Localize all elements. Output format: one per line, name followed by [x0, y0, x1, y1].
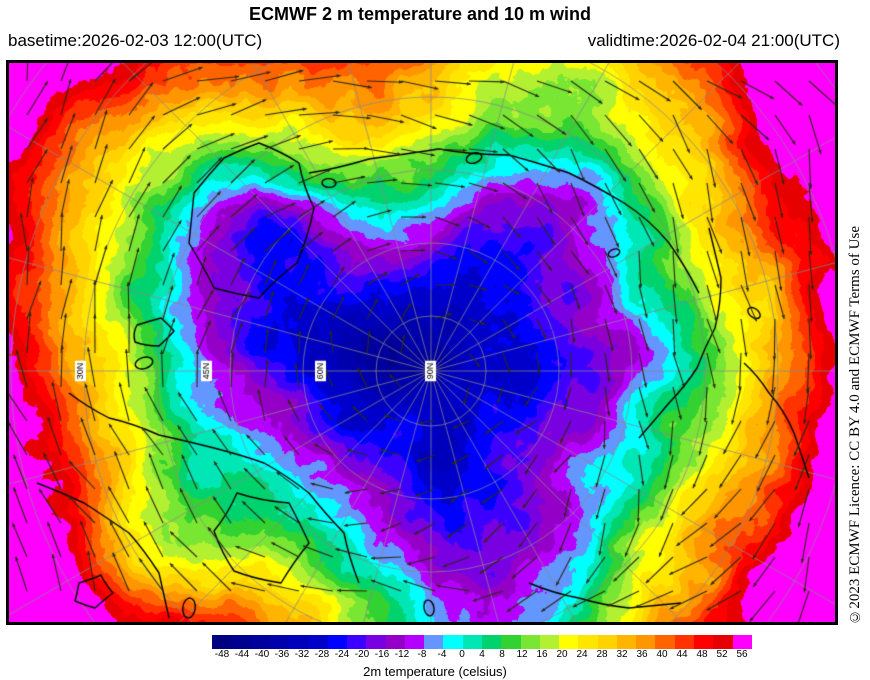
colorbar-swatch [404, 635, 425, 649]
colorbar-swatch [424, 635, 444, 649]
colorbar-swatch [732, 635, 752, 649]
colorbar-tick: -40 [254, 649, 270, 660]
colorbar-tick: -36 [274, 649, 290, 660]
colorbar-swatch [366, 635, 386, 649]
colorbar-tick: 20 [556, 649, 568, 660]
colorbar-swatch [385, 635, 405, 649]
page-title: ECMWF 2 m temperature and 10 m wind [248, 4, 592, 24]
colorbar-swatch [231, 635, 251, 649]
colorbar-swatch [250, 635, 270, 649]
colorbar-swatch [694, 635, 714, 649]
colorbar-tick: 52 [716, 649, 728, 660]
basetime-label: basetime:2026-02-03 12:00(UTC) [8, 31, 263, 50]
validtime-label: validtime:2026-02-04 21:00(UTC) [587, 31, 840, 50]
colorbar-tick: 4 [479, 649, 485, 660]
colorbar-tick: 0 [459, 649, 465, 660]
colorbar-tick: -24 [334, 649, 350, 660]
colorbar-tick: 28 [596, 649, 608, 660]
colorbar-tick: 24 [576, 649, 588, 660]
colorbar-tick: 48 [696, 649, 708, 660]
colorbar-swatch [520, 635, 540, 649]
colorbar-legend: -48 -44 -40 -36 -32 -28 -24 -20 -16 -12 -8 -4 0 4 8 12 1… [0, 630, 870, 680]
colorbar-swatch [674, 635, 695, 649]
colorbar-swatch [308, 635, 328, 649]
colorbar-tick: -44 [234, 649, 250, 660]
colorbar-tick: -28 [314, 649, 330, 660]
colorbar-strip [212, 635, 752, 649]
copyright-notice: ©2023 ECMWF Licence: CC BY 4.0 and ECMWF… [841, 60, 869, 625]
colorbar-tick: 32 [616, 649, 628, 660]
colorbar-tick: -8 [417, 649, 427, 660]
colorbar-tick: -12 [394, 649, 410, 660]
colorbar-tick: -4 [437, 649, 447, 660]
colorbar-swatch [559, 635, 579, 649]
colorbar-swatch [212, 635, 232, 649]
colorbar-tick: -20 [354, 649, 370, 660]
colorbar-tick: -48 [214, 649, 230, 660]
colorbar-tick: 8 [499, 649, 505, 660]
colorbar-tick: 16 [536, 649, 548, 660]
colorbar-swatch [655, 635, 675, 649]
colorbar-tick: 44 [676, 649, 688, 660]
colorbar-swatch [346, 635, 367, 649]
colorbar-tick: 36 [636, 649, 648, 660]
colorbar-swatch [713, 635, 733, 649]
time-info-row: basetime:2026-02-03 12:00(UTC) validtime… [8, 31, 840, 51]
colorbar-swatch [481, 635, 502, 649]
colorbar-tick: -32 [294, 649, 310, 660]
colorbar-swatch [539, 635, 560, 649]
copyright-text: ©2023 ECMWF Licence: CC BY 4.0 and ECMWF… [847, 226, 863, 625]
temperature-wind-map[interactable] [9, 63, 835, 622]
map-frame[interactable] [6, 60, 838, 625]
colorbar-swatch [327, 635, 347, 649]
colorbar-swatch [269, 635, 290, 649]
colorbar-tick: -16 [374, 649, 390, 660]
colorbar-tick-labels: -48 -44 -40 -36 -32 -28 -24 -20 -16 -12 -8 -4 0 4 8 12 1… [212, 649, 752, 663]
colorbar-swatch [501, 635, 521, 649]
colorbar-swatch [443, 635, 463, 649]
colorbar-swatch [616, 635, 637, 649]
colorbar-tick: 56 [736, 649, 748, 660]
colorbar-axis-label: 2m temperature (celsius) [363, 664, 507, 679]
colorbar-swatch [462, 635, 482, 649]
colorbar-swatch [289, 635, 309, 649]
colorbar-swatch [578, 635, 598, 649]
colorbar-swatch [636, 635, 656, 649]
colorbar-swatch [597, 635, 617, 649]
colorbar-tick: 40 [656, 649, 668, 660]
colorbar-tick: 12 [516, 649, 528, 660]
